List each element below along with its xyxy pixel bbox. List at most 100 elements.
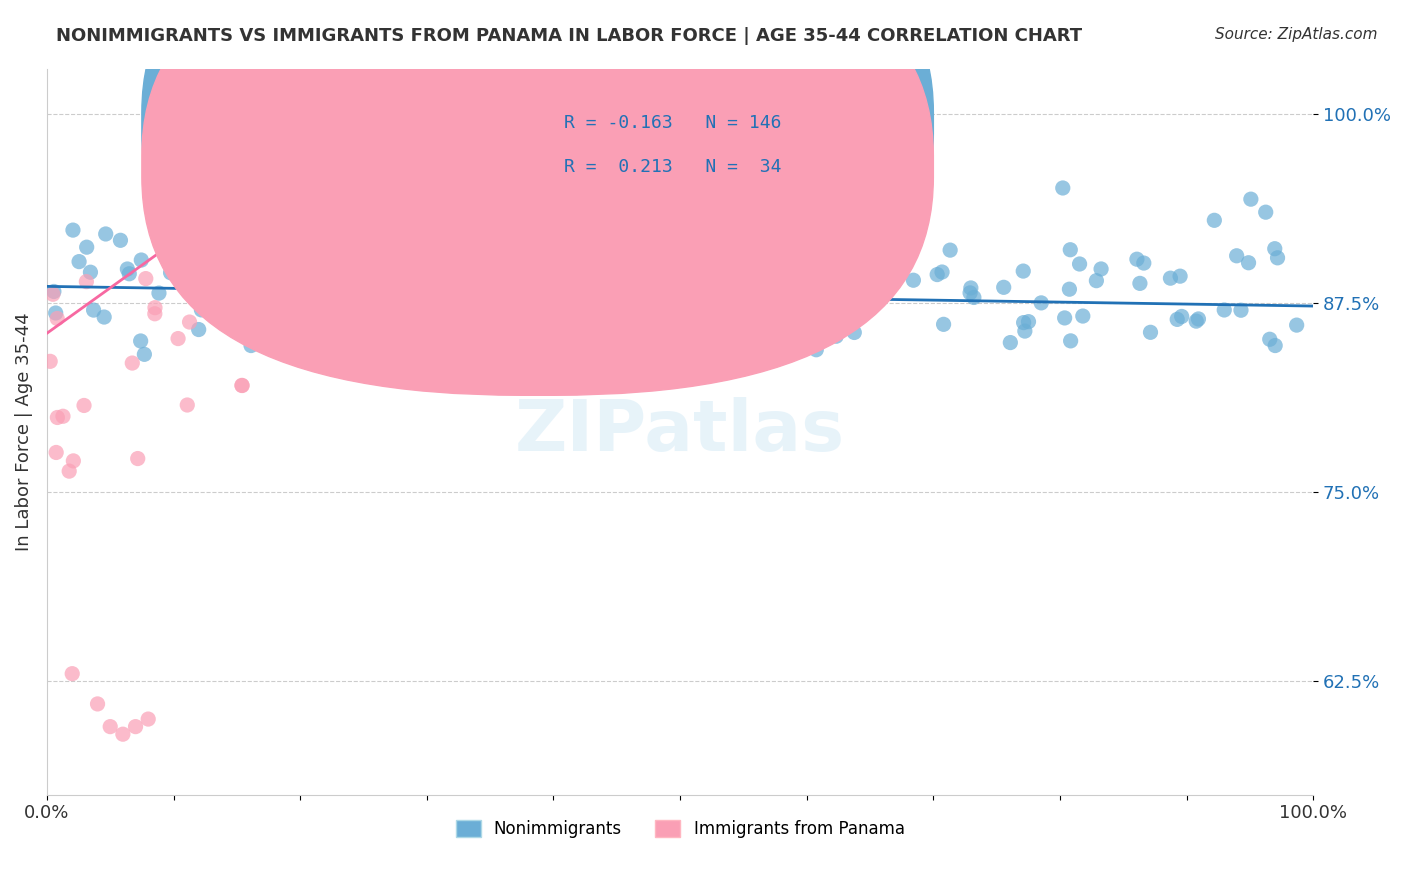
Immigrants from Panama bbox=[136, 712, 159, 726]
Nonimmigrants bbox=[118, 267, 141, 281]
Nonimmigrants bbox=[447, 310, 470, 324]
Nonimmigrants bbox=[269, 299, 291, 313]
Nonimmigrants bbox=[93, 310, 115, 324]
Nonimmigrants bbox=[212, 260, 235, 274]
Immigrants from Panama bbox=[73, 399, 96, 413]
Nonimmigrants bbox=[842, 258, 865, 272]
Nonimmigrants bbox=[1267, 251, 1289, 265]
Immigrants from Panama bbox=[250, 141, 273, 155]
Immigrants from Panama bbox=[121, 356, 143, 370]
Nonimmigrants bbox=[1059, 334, 1081, 348]
Nonimmigrants bbox=[325, 355, 347, 369]
FancyBboxPatch shape bbox=[142, 0, 934, 395]
Text: NONIMMIGRANTS VS IMMIGRANTS FROM PANAMA IN LABOR FORCE | AGE 35-44 CORRELATION C: NONIMMIGRANTS VS IMMIGRANTS FROM PANAMA … bbox=[56, 27, 1083, 45]
Nonimmigrants bbox=[613, 310, 636, 324]
Nonimmigrants bbox=[287, 260, 309, 274]
Nonimmigrants bbox=[875, 264, 897, 278]
Nonimmigrants bbox=[1185, 314, 1208, 328]
Nonimmigrants bbox=[173, 234, 195, 248]
Nonimmigrants bbox=[793, 251, 815, 265]
Nonimmigrants bbox=[576, 135, 599, 149]
Nonimmigrants bbox=[510, 277, 533, 292]
Immigrants from Panama bbox=[75, 275, 97, 289]
Nonimmigrants bbox=[728, 318, 751, 333]
Text: Source: ZipAtlas.com: Source: ZipAtlas.com bbox=[1215, 27, 1378, 42]
Nonimmigrants bbox=[363, 208, 385, 222]
Nonimmigrants bbox=[354, 239, 377, 253]
Immigrants from Panama bbox=[127, 451, 149, 466]
Nonimmigrants bbox=[1258, 332, 1281, 346]
Nonimmigrants bbox=[233, 278, 256, 293]
Immigrants from Panama bbox=[58, 464, 80, 478]
Nonimmigrants bbox=[806, 343, 828, 357]
Immigrants from Panama bbox=[42, 287, 65, 301]
Nonimmigrants bbox=[662, 272, 685, 286]
Nonimmigrants bbox=[1053, 310, 1076, 325]
Immigrants from Panama bbox=[86, 697, 108, 711]
Immigrants from Panama bbox=[231, 378, 253, 392]
Immigrants from Panama bbox=[183, 194, 205, 209]
Nonimmigrants bbox=[284, 306, 307, 320]
Nonimmigrants bbox=[1059, 282, 1081, 296]
Nonimmigrants bbox=[190, 302, 212, 317]
Nonimmigrants bbox=[797, 252, 820, 266]
Nonimmigrants bbox=[110, 233, 132, 247]
Nonimmigrants bbox=[960, 281, 983, 295]
Immigrants from Panama bbox=[195, 219, 218, 233]
Nonimmigrants bbox=[927, 268, 949, 282]
Immigrants from Panama bbox=[169, 235, 191, 249]
Nonimmigrants bbox=[429, 312, 451, 326]
Nonimmigrants bbox=[489, 296, 512, 310]
Immigrants from Panama bbox=[186, 260, 208, 274]
Immigrants from Panama bbox=[180, 238, 202, 252]
Nonimmigrants bbox=[564, 260, 586, 275]
Immigrants from Panama bbox=[62, 454, 84, 468]
Nonimmigrants bbox=[270, 248, 292, 262]
Nonimmigrants bbox=[83, 303, 105, 318]
Nonimmigrants bbox=[665, 338, 688, 352]
Nonimmigrants bbox=[416, 297, 439, 311]
Nonimmigrants bbox=[1090, 262, 1112, 277]
Immigrants from Panama bbox=[39, 354, 62, 368]
Nonimmigrants bbox=[1012, 264, 1035, 278]
Nonimmigrants bbox=[634, 260, 657, 274]
Nonimmigrants bbox=[62, 223, 84, 237]
Nonimmigrants bbox=[844, 326, 866, 340]
Nonimmigrants bbox=[405, 277, 427, 291]
Nonimmigrants bbox=[1237, 256, 1260, 270]
Text: R = -0.163   N = 146: R = -0.163 N = 146 bbox=[564, 114, 782, 132]
Nonimmigrants bbox=[433, 291, 456, 305]
Nonimmigrants bbox=[159, 266, 181, 280]
Nonimmigrants bbox=[1071, 309, 1094, 323]
Nonimmigrants bbox=[288, 247, 311, 261]
Nonimmigrants bbox=[1204, 213, 1226, 227]
Y-axis label: In Labor Force | Age 35-44: In Labor Force | Age 35-44 bbox=[15, 312, 32, 551]
Nonimmigrants bbox=[430, 324, 453, 338]
Nonimmigrants bbox=[931, 265, 953, 279]
Nonimmigrants bbox=[352, 287, 374, 301]
Nonimmigrants bbox=[240, 338, 263, 352]
Nonimmigrants bbox=[117, 262, 139, 277]
Text: ZIPatlas: ZIPatlas bbox=[515, 397, 845, 467]
Nonimmigrants bbox=[45, 306, 67, 320]
Nonimmigrants bbox=[94, 227, 117, 241]
Nonimmigrants bbox=[444, 303, 467, 318]
Nonimmigrants bbox=[1230, 303, 1253, 318]
Nonimmigrants bbox=[187, 322, 209, 336]
Nonimmigrants bbox=[1129, 277, 1152, 291]
Nonimmigrants bbox=[993, 280, 1015, 294]
Immigrants from Panama bbox=[45, 445, 67, 459]
Nonimmigrants bbox=[582, 339, 605, 353]
Nonimmigrants bbox=[463, 292, 485, 306]
Nonimmigrants bbox=[1000, 335, 1022, 350]
Immigrants from Panama bbox=[167, 332, 190, 346]
Immigrants from Panama bbox=[124, 720, 146, 734]
Nonimmigrants bbox=[697, 261, 720, 276]
Nonimmigrants bbox=[679, 252, 702, 267]
Nonimmigrants bbox=[454, 273, 477, 287]
FancyBboxPatch shape bbox=[142, 0, 934, 351]
Nonimmigrants bbox=[1187, 312, 1209, 326]
Immigrants from Panama bbox=[98, 720, 121, 734]
Nonimmigrants bbox=[67, 254, 90, 268]
Immigrants from Panama bbox=[148, 233, 170, 247]
